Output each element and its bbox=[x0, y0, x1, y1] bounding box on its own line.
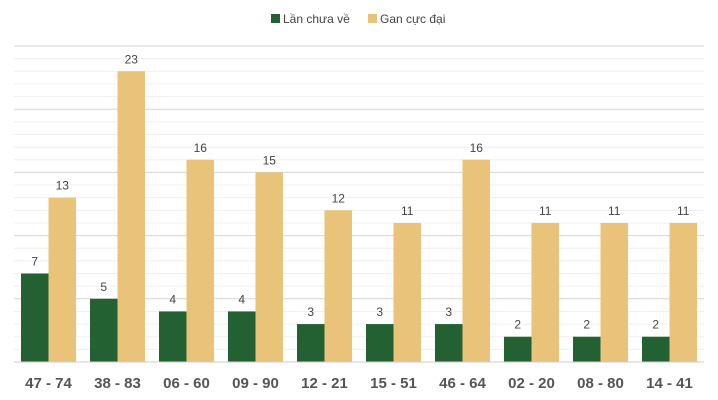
x-tick-label: 14 - 41 bbox=[646, 375, 693, 392]
bar-lan-chua-ve bbox=[435, 324, 463, 362]
x-tick-label: 08 - 80 bbox=[577, 375, 624, 392]
x-tick-label: 02 - 20 bbox=[508, 375, 555, 392]
bar-lan-chua-ve bbox=[504, 336, 532, 362]
bar-lan-chua-ve bbox=[90, 298, 118, 362]
x-tick-label: 47 - 74 bbox=[25, 375, 72, 392]
data-label: 15 bbox=[263, 153, 277, 167]
data-label: 3 bbox=[376, 305, 383, 319]
bar-lan-chua-ve bbox=[228, 311, 256, 362]
bar-gan-cuc-dai bbox=[531, 222, 559, 362]
data-label: 2 bbox=[652, 318, 659, 332]
data-label: 4 bbox=[238, 292, 245, 306]
data-label: 16 bbox=[470, 141, 484, 155]
data-label: 12 bbox=[332, 191, 346, 205]
bar-gan-cuc-dai bbox=[117, 71, 145, 362]
data-label: 23 bbox=[125, 52, 139, 66]
bar-lan-chua-ve bbox=[21, 273, 49, 362]
x-tick-label: 06 - 60 bbox=[163, 375, 210, 392]
legend-swatch bbox=[271, 14, 280, 23]
data-label: 5 bbox=[100, 280, 107, 294]
data-label: 3 bbox=[307, 305, 314, 319]
data-label: 13 bbox=[56, 179, 70, 193]
bar-lan-chua-ve bbox=[297, 324, 325, 362]
data-label: 7 bbox=[31, 255, 38, 269]
bar-gan-cuc-dai bbox=[186, 159, 214, 362]
bar-lan-chua-ve bbox=[366, 324, 394, 362]
bar-gan-cuc-dai bbox=[669, 222, 697, 362]
data-label: 11 bbox=[539, 204, 552, 218]
bar-lan-chua-ve bbox=[573, 336, 601, 362]
data-label: 3 bbox=[445, 305, 452, 319]
bar-lan-chua-ve bbox=[642, 336, 670, 362]
legend-swatch bbox=[368, 14, 377, 23]
bar-gan-cuc-dai bbox=[600, 222, 628, 362]
data-label: 2 bbox=[583, 318, 590, 332]
bar-gan-cuc-dai bbox=[48, 197, 76, 362]
data-label: 16 bbox=[194, 141, 208, 155]
x-tick-label: 09 - 90 bbox=[232, 375, 279, 392]
x-tick-label: 15 - 51 bbox=[370, 375, 417, 392]
data-label: 11 bbox=[677, 204, 690, 218]
legend-label: Lần chưa về bbox=[283, 12, 350, 26]
data-label: 11 bbox=[401, 204, 414, 218]
bar-lan-chua-ve bbox=[159, 311, 187, 362]
bar-gan-cuc-dai bbox=[255, 172, 283, 362]
bar-gan-cuc-dai bbox=[393, 222, 421, 362]
bar-gan-cuc-dai bbox=[462, 159, 490, 362]
data-label: 11 bbox=[608, 204, 621, 218]
legend-label: Gan cực đại bbox=[380, 12, 445, 26]
x-tick-label: 12 - 21 bbox=[301, 375, 348, 392]
x-tick-label: 38 - 83 bbox=[94, 375, 141, 392]
data-label: 2 bbox=[514, 318, 521, 332]
data-label: 4 bbox=[169, 292, 176, 306]
x-tick-label: 46 - 64 bbox=[439, 375, 486, 392]
bar-gan-cuc-dai bbox=[324, 210, 352, 362]
